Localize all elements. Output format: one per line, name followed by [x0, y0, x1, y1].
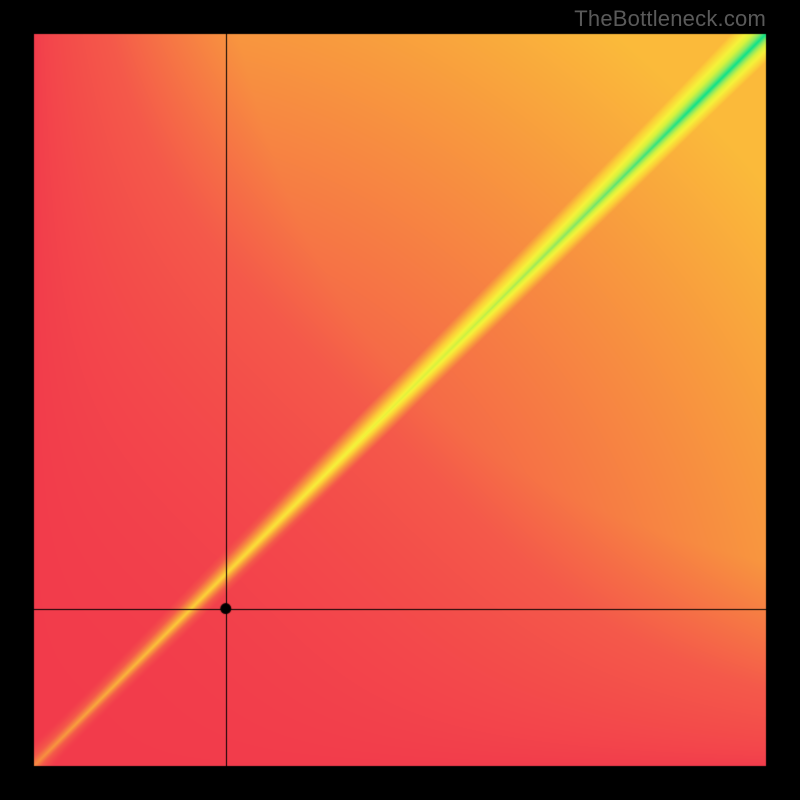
- watermark-text: TheBottleneck.com: [574, 6, 766, 32]
- heatmap-plot: [0, 0, 800, 800]
